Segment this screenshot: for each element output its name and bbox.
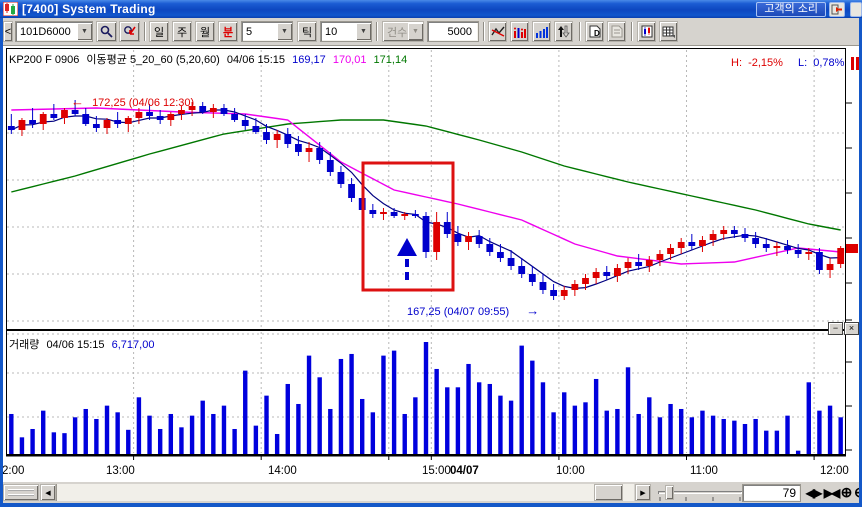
toolbar: < 101D6000 ▼ 일 주 월 분 5 ▼ 틱 10 <box>3 18 859 46</box>
minute-interval-combo[interactable]: 5 ▼ <box>241 21 293 42</box>
bar-chart-blue-icon <box>536 26 548 38</box>
search-jump-button[interactable] <box>119 21 140 42</box>
ma-settings-label: 이동평균 5_20_60 (5,20,60) <box>86 54 220 66</box>
bar-chart-blue-button[interactable] <box>532 21 551 42</box>
svg-text:D: D <box>594 29 600 38</box>
line-chart-button[interactable] <box>488 21 507 42</box>
clipped-price-axis-label <box>851 57 860 70</box>
new-document-button[interactable]: D <box>585 21 604 42</box>
bottom-scrollbar-row: ◀ ▶ 79 ◀▶ ▶◀ ⊕ ⊖ <box>3 481 862 503</box>
scroll-left-button[interactable]: ◀ <box>40 484 56 501</box>
visible-bars-input[interactable]: 79 <box>742 484 801 502</box>
zoom-slider-thumb[interactable] <box>665 485 674 500</box>
toolbar-separator <box>631 22 633 41</box>
window-border-bottom <box>0 503 862 507</box>
candle-page-icon <box>641 25 652 38</box>
count-combo: 건수 ▼ <box>382 21 424 42</box>
shrink-bars-button[interactable]: ▶◀ <box>823 485 840 500</box>
chevron-down-icon[interactable]: ▼ <box>77 23 92 40</box>
logout-arrow-icon <box>831 4 842 14</box>
copy-document-icon-disabled <box>611 25 622 38</box>
period-month-button[interactable]: 월 <box>195 21 215 42</box>
high-pct-value: -2,15% <box>748 57 783 69</box>
copy-document-button <box>607 21 626 42</box>
bar-chart-red-button[interactable] <box>510 21 529 42</box>
count-value-input[interactable]: 5000 <box>427 21 479 42</box>
zoom-in-button[interactable]: ⊕ <box>840 483 853 500</box>
minute-interval-value: 5 <box>246 25 253 38</box>
ma60-value: 171,14 <box>373 54 408 66</box>
search-jump-icon <box>123 26 136 35</box>
search-icon <box>100 25 113 38</box>
chevron-down-icon[interactable]: ▼ <box>277 23 292 40</box>
grid-table-button[interactable] <box>659 21 678 42</box>
splitter-grip[interactable] <box>3 484 39 501</box>
line-chart-icon <box>490 26 505 37</box>
low-pct-value: 0,78% <box>813 57 845 69</box>
tick-interval-value: 10 <box>325 25 338 38</box>
volume-pane-close-button[interactable]: × <box>844 322 859 335</box>
low-annotation-text: 167,25 (04/07 09:55) <box>407 306 510 318</box>
period-minute-button[interactable]: 분 <box>218 21 238 42</box>
ma5-value: 169,17 <box>292 54 326 66</box>
period-week-button[interactable]: 주 <box>172 21 192 42</box>
symbol-combo[interactable]: 101D6000 ▼ <box>15 21 93 42</box>
window-border-right <box>859 18 862 507</box>
new-document-icon: D <box>589 25 600 38</box>
scrollbar-track[interactable] <box>56 484 634 501</box>
count-combo-label: 건수 <box>387 26 408 39</box>
toolbar-collapse-button[interactable]: < <box>3 21 13 42</box>
chevron-down-icon[interactable]: ▼ <box>356 23 371 40</box>
toolbar-separator <box>144 22 146 41</box>
toolbar-separator <box>579 22 581 41</box>
right-arrow-icon: → <box>526 303 540 318</box>
grip-lines-icon <box>8 489 34 496</box>
expand-bars-button[interactable]: ◀▶ <box>805 485 822 500</box>
volume-datetime: 04/06 15:15 <box>46 339 105 351</box>
low-annotation: 167,25 (04/07 09:55) → <box>407 303 539 318</box>
window-border-left <box>0 18 3 507</box>
volume-title: 거래량 <box>9 339 40 351</box>
volume-pane-header: 거래량 04/06 15:15 6,717,00 <box>9 336 154 352</box>
scrollbar-thumb[interactable] <box>594 484 623 501</box>
scroll-right-button[interactable]: ▶ <box>635 484 651 501</box>
period-tick-button[interactable]: 틱 <box>297 21 317 42</box>
high-low-stats: H: -2,15% L: 0,78% <box>731 57 844 69</box>
price-chart-canvas[interactable] <box>6 48 846 330</box>
candle-page-button[interactable] <box>637 21 656 42</box>
logout-button[interactable] <box>829 1 845 17</box>
clipped-window-button[interactable] <box>850 1 862 17</box>
bar-chart-red-icon <box>514 27 526 38</box>
instrument-name: KP200 F 0906 <box>9 54 80 66</box>
slider-tick-marks <box>659 497 741 501</box>
window-title: [7400] System Trading <box>22 2 156 16</box>
search-button[interactable] <box>96 21 117 42</box>
title-bar: [7400] System Trading 고객의 소리 <box>0 0 862 18</box>
zoom-out-button-clipped[interactable]: ⊖ <box>854 483 862 500</box>
cursor-datetime: 04/06 15:15 <box>226 54 286 66</box>
low-pct-label: L: <box>797 57 808 69</box>
chevron-down-icon: ▼ <box>408 23 423 40</box>
up-down-arrows-icon <box>558 25 570 38</box>
grid-table-icon <box>662 26 675 38</box>
volume-pane-minimize-button[interactable]: − <box>828 322 843 335</box>
sort-arrows-button[interactable] <box>554 21 573 42</box>
ma20-value: 170,01 <box>332 54 367 66</box>
high-annotation: ← 172,25 (04/06 12:30) <box>71 94 194 109</box>
period-day-button[interactable]: 일 <box>149 21 169 42</box>
high-annotation-text: 172,25 (04/06 12:30) <box>92 97 195 109</box>
customer-voice-button[interactable]: 고객의 소리 <box>756 1 826 17</box>
symbol-combo-value: 101D6000 <box>20 25 71 38</box>
volume-value: 6,717,00 <box>111 339 155 351</box>
high-pct-label: H: <box>731 57 742 69</box>
left-arrow-icon: ← <box>71 94 84 109</box>
app-icon <box>3 2 18 16</box>
toolbar-separator <box>483 22 485 41</box>
tick-interval-combo[interactable]: 10 ▼ <box>320 21 372 42</box>
toolbar-separator <box>376 22 378 41</box>
price-pane-header: KP200 F 0906 이동평균 5_20_60 (5,20,60) 04/0… <box>9 51 411 67</box>
